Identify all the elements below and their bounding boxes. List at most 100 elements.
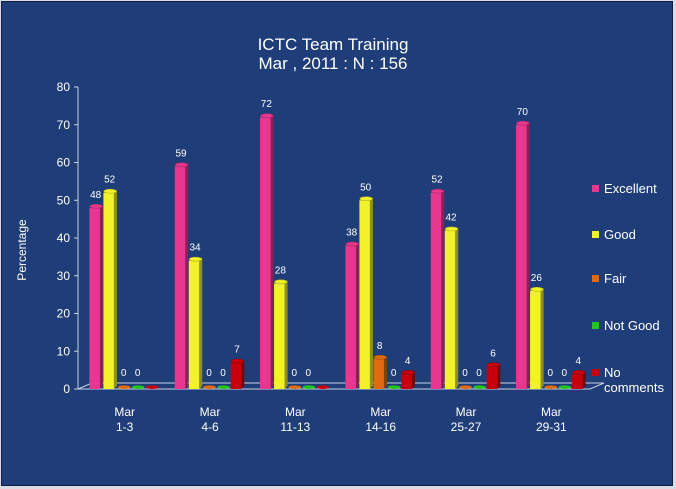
bar-zero-disc [288, 385, 302, 390]
bar-side [540, 287, 544, 389]
bar-side [284, 280, 288, 389]
category-label: 11-13 [280, 420, 310, 434]
legend-swatch [592, 275, 599, 282]
bar-front [373, 358, 384, 389]
bar [203, 385, 216, 390]
bar-side [497, 363, 501, 389]
data-label: 0 [220, 368, 226, 379]
data-label: 70 [517, 107, 529, 118]
data-label: 0 [306, 368, 312, 379]
bar [316, 385, 330, 390]
bar-zero-disc [558, 385, 572, 390]
bar-top [373, 354, 387, 360]
data-label: 42 [445, 212, 457, 223]
bar-top [89, 204, 103, 209]
bar-zero-disc [544, 385, 558, 390]
bar [430, 188, 445, 389]
bar-zero-disc [117, 385, 131, 390]
bar [174, 162, 189, 389]
bar [217, 385, 230, 390]
data-label: 28 [275, 265, 287, 276]
data-label: 38 [346, 228, 358, 239]
bar-zero-disc [217, 385, 230, 390]
legend-label: comments [604, 380, 664, 395]
legend-label: Excellent [604, 181, 657, 196]
category-label: 1-3 [116, 420, 134, 434]
bar-front [530, 290, 541, 389]
y-tick-label: 30 [57, 269, 71, 283]
bar-side [526, 121, 530, 389]
data-label: 59 [175, 148, 187, 159]
bar [89, 204, 103, 389]
bar-front [359, 200, 370, 389]
legend-label: Not Good [604, 318, 660, 333]
bar [387, 385, 401, 390]
bar-front [188, 260, 200, 389]
bar-zero-disc [316, 385, 330, 390]
bar-top [103, 188, 117, 194]
y-axis-title: Percentage [15, 219, 29, 281]
legend-label: Fair [604, 271, 627, 286]
bar [230, 358, 245, 389]
category-label: Mar [370, 405, 391, 419]
bar-side [411, 370, 415, 389]
bar [373, 354, 387, 389]
bar [103, 188, 117, 389]
bar-front [89, 207, 100, 389]
bar-front [274, 283, 285, 389]
bar-side [99, 204, 103, 389]
bar [473, 385, 486, 390]
category-label: 14-16 [365, 420, 396, 434]
chart-title: ICTC Team Training [258, 35, 409, 54]
legend-swatch [592, 322, 599, 329]
data-label: 0 [476, 368, 482, 379]
bar-side [355, 242, 359, 389]
bar [145, 385, 159, 390]
bar-front [230, 362, 242, 389]
data-label: 0 [562, 368, 568, 379]
bar-front [486, 366, 498, 389]
bar-side [455, 227, 459, 389]
bar [516, 120, 530, 389]
bar [302, 385, 316, 390]
y-tick-label: 10 [57, 344, 71, 358]
data-label: 7 [234, 345, 240, 356]
bar-top [260, 113, 274, 118]
data-label: 72 [261, 99, 273, 110]
data-label: 0 [548, 368, 554, 379]
bar-top [230, 358, 245, 364]
bar-front [345, 245, 356, 389]
chart-subtitle: Mar , 2011 : N : 156 [259, 54, 408, 73]
category-label: Mar [285, 405, 306, 419]
bar [544, 385, 558, 390]
data-label: 48 [90, 190, 102, 201]
data-label: 6 [490, 348, 496, 359]
bar-top [430, 188, 445, 194]
bar [530, 287, 544, 389]
bar-side [185, 163, 189, 389]
data-label: 0 [462, 368, 468, 379]
bar [274, 279, 288, 389]
y-tick-label: 40 [57, 231, 71, 245]
category-label: 4-6 [201, 420, 219, 434]
bar-front [401, 373, 412, 389]
bar [288, 385, 302, 390]
bar-top [188, 256, 203, 262]
data-label: 8 [377, 341, 383, 352]
bar [444, 226, 459, 389]
category-label: 25-27 [451, 420, 482, 434]
data-label: 0 [135, 368, 141, 379]
bar [459, 385, 472, 390]
bar [558, 385, 572, 390]
bar-side [369, 197, 373, 389]
data-label: 52 [104, 175, 116, 186]
data-label: 52 [431, 175, 443, 186]
bar-front [260, 117, 271, 389]
category-label: 29-31 [536, 420, 567, 434]
bar-zero-disc [302, 385, 316, 390]
bar [486, 362, 501, 389]
